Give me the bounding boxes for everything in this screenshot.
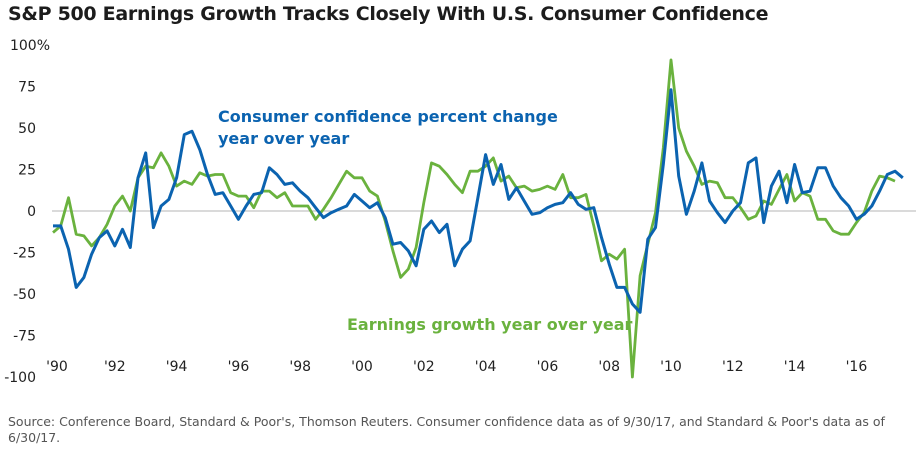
consumer-confidence-label: Consumer confidence percent change — [218, 107, 558, 126]
earnings-growth-line — [52, 58, 896, 379]
x-tick-label: '94 — [166, 359, 188, 375]
x-tick-label: '12 — [722, 359, 744, 375]
y-tick-label: -100 — [4, 370, 36, 386]
source-note: Source: Conference Board, Standard & Poo… — [8, 414, 885, 445]
x-axis: '90 '92 '94 '96 '98 '00 '02 '04 '06 '08 '10 '12 '14 '… — [46, 359, 867, 375]
x-tick-label: '14 — [784, 359, 806, 375]
x-tick-label: '16 — [846, 359, 868, 375]
x-tick-label: '02 — [413, 359, 435, 375]
x-tick-label: '04 — [475, 359, 497, 375]
x-tick-label: '90 — [46, 359, 68, 375]
y-tick-label: 75 — [18, 80, 36, 96]
y-tick-label: 25 — [18, 163, 36, 179]
y-tick-label: 0 — [27, 204, 36, 220]
x-tick-label: '10 — [660, 359, 682, 375]
x-tick-label: '92 — [104, 359, 126, 375]
consumer-confidence-line — [53, 88, 904, 314]
y-tick-label: -50 — [13, 287, 36, 303]
x-tick-label: '06 — [537, 359, 559, 375]
x-tick-label: '96 — [228, 359, 250, 375]
x-tick-label: '08 — [598, 359, 620, 375]
y-tick-label: -75 — [13, 329, 36, 345]
series-lines — [52, 58, 904, 379]
y-axis: -100 -75 -50 -25 0 25 50 75 100% — [4, 38, 50, 386]
chart-title: S&P 500 Earnings Growth Tracks Closely W… — [8, 3, 769, 25]
series-labels: Consumer confidence percent change year o… — [218, 107, 633, 334]
earnings-growth-label: Earnings growth year over year — [347, 315, 633, 334]
x-tick-label: '98 — [289, 359, 311, 375]
y-tick-label: 100% — [10, 38, 50, 54]
x-tick-label: '00 — [351, 359, 373, 375]
consumer-confidence-label: year over year — [218, 129, 349, 148]
y-tick-label: -25 — [13, 246, 36, 262]
y-tick-label: 50 — [18, 121, 36, 137]
